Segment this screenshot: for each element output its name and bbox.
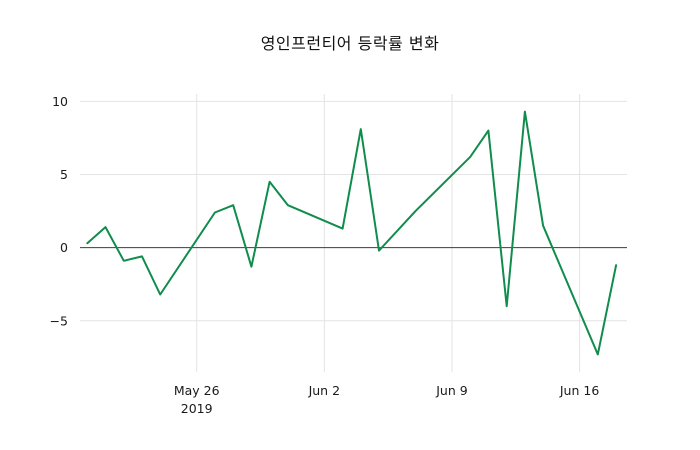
y-tick-label: −5 <box>50 313 68 328</box>
x-tick-label: Jun 2 <box>308 383 340 398</box>
y-tick-label: 5 <box>60 167 68 182</box>
y-tick-label: 0 <box>60 240 68 255</box>
x-tick-year-label: 2019 <box>181 401 213 416</box>
x-tick-label: May 26 <box>174 383 220 398</box>
x-tick-label: Jun 9 <box>435 383 468 398</box>
y-tick-label: 10 <box>52 94 68 109</box>
chart-title: 영인프런티어 등락률 변화 <box>260 34 440 53</box>
x-tick-label: Jun 16 <box>559 383 599 398</box>
series-line <box>86 110 618 356</box>
